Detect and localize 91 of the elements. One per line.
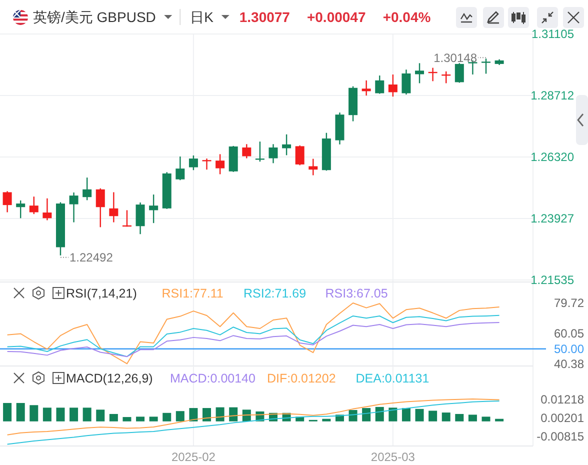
candlestick — [136, 202, 145, 235]
bar — [428, 410, 438, 422]
bar — [202, 408, 212, 422]
bar — [229, 407, 238, 422]
candlestick — [42, 198, 52, 221]
bar — [388, 408, 398, 422]
text: DIF:0.01202 — [267, 371, 336, 386]
bar — [375, 406, 384, 422]
y-tick-label: 0.00201 — [540, 410, 584, 425]
annotation: MACD:0.00140 — [170, 371, 256, 386]
bar — [348, 410, 358, 422]
candlestick — [69, 192, 78, 223]
candlestick — [375, 74, 384, 94]
candlestick — [29, 196, 38, 215]
bar — [322, 418, 331, 422]
bar — [96, 410, 105, 422]
candlestick — [295, 144, 304, 166]
candlestick — [202, 158, 212, 170]
candlestick — [388, 74, 398, 98]
bar — [56, 408, 65, 422]
line-series — [6, 398, 500, 436]
candlestick — [188, 154, 198, 171]
candlestick — [282, 134, 292, 156]
bar — [70, 408, 78, 422]
series-label: RSI1:77.11 — [162, 286, 224, 300]
x-tick-label: 2025-03 — [370, 450, 416, 464]
y-tick-label: 40.38 — [554, 356, 584, 371]
text: RSI3:67.05 — [325, 286, 388, 300]
bar — [189, 408, 198, 422]
bar — [455, 414, 464, 422]
candlestick — [176, 156, 185, 181]
candlestick — [415, 62, 424, 84]
bar — [30, 405, 38, 422]
bar — [42, 408, 52, 422]
candlestick — [308, 158, 318, 176]
text: 1.30077 — [239, 8, 290, 25]
y-tick-label: 1.26320 — [530, 150, 574, 164]
bar — [82, 408, 92, 422]
candlestick — [362, 80, 371, 96]
line-series — [6, 314, 500, 358]
x-tick-label: 2025-02 — [171, 450, 216, 464]
y-tick-label: 1.23927 — [530, 212, 574, 226]
candlestick — [268, 144, 278, 164]
line-series — [6, 302, 500, 364]
candlestick — [216, 154, 225, 175]
chart-title: MACD(12,26,9) — [66, 371, 153, 386]
y-tick-label: 1.31105 — [532, 27, 574, 42]
candlestick — [454, 62, 464, 84]
bar — [216, 407, 224, 422]
bar — [136, 416, 145, 422]
bar — [468, 414, 477, 422]
bar — [176, 411, 184, 422]
text: +0.00047 — [306, 8, 366, 25]
bar — [482, 416, 490, 422]
y-tick-label: 79.72 — [554, 296, 584, 310]
y-tick-label: 1.21535 — [530, 273, 574, 288]
bar — [162, 412, 172, 422]
bar — [16, 402, 25, 422]
annotation: 1.22492 — [69, 250, 114, 265]
line-series — [6, 322, 500, 358]
candlestick — [402, 69, 411, 96]
candlestick — [96, 188, 105, 228]
ref-line-label: 50.00 — [554, 342, 584, 356]
y-tick-label: -0.00815 — [536, 429, 584, 444]
text: RSI2:71.69 — [244, 286, 306, 300]
y-tick-label: 1.28712 — [530, 88, 574, 103]
bar — [442, 412, 450, 422]
bar — [109, 414, 118, 422]
candlestick — [16, 200, 26, 219]
candlestick — [2, 190, 12, 213]
bar — [3, 402, 12, 422]
chart-subtitle: 日K — [190, 8, 214, 25]
bar — [415, 408, 424, 422]
bar — [362, 408, 371, 422]
bar — [495, 418, 504, 422]
candlestick — [82, 176, 92, 201]
chart-title: 英镑/美元 GBPUSD — [33, 8, 156, 25]
text: +0.04% — [382, 8, 432, 25]
candlestick — [482, 58, 491, 74]
series-label: DEA:0.01131 — [356, 371, 430, 386]
chart-title: RSI(7,14,21) — [66, 286, 137, 300]
annotation: 1.30148 — [434, 50, 478, 65]
candlestick — [109, 192, 118, 223]
line-series — [6, 400, 500, 445]
y-tick-label: 0.01218 — [540, 392, 584, 407]
bar — [122, 417, 132, 422]
candlestick — [149, 194, 158, 224]
y-tick-label: 60.05 — [554, 326, 584, 341]
candlestick — [242, 144, 252, 159]
bar — [149, 416, 158, 422]
bar — [402, 408, 410, 422]
